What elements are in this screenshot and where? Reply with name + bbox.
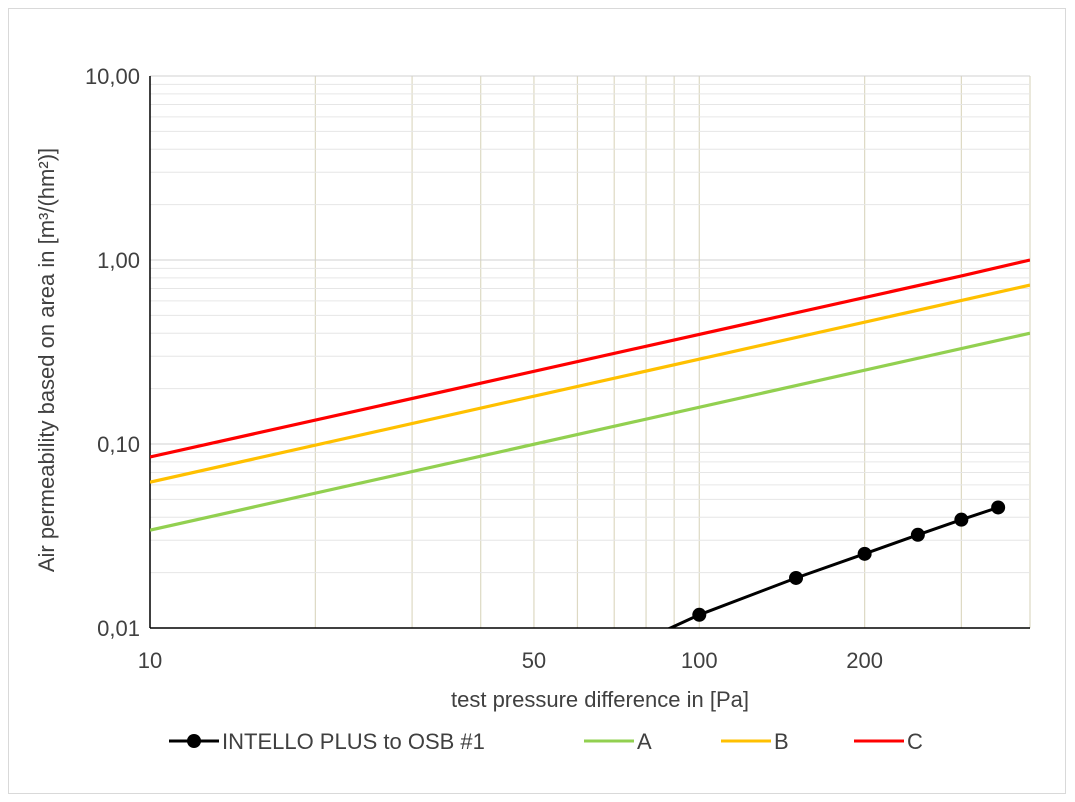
x-tick-label: 100 <box>681 648 718 673</box>
data-point-intello-plus-to-osb-1 <box>692 607 707 622</box>
data-point-intello-plus-to-osb-1 <box>857 546 872 561</box>
y-tick-label: 10,00 <box>85 64 140 89</box>
data-point-intello-plus-to-osb-1 <box>954 512 969 527</box>
legend-label-intello-plus-to-osb-1: INTELLO PLUS to OSB #1 <box>222 729 485 754</box>
series-line-a <box>150 331 1030 532</box>
x-tick-label: 10 <box>138 648 162 673</box>
series-line-b <box>150 283 1030 484</box>
y-tick-label: 0,01 <box>97 616 140 641</box>
chart-frame: 10 50 100 200 10,00 1,00 0,10 0,01 test pressur… <box>8 8 1066 794</box>
data-point-intello-plus-to-osb-1 <box>910 527 925 542</box>
grid <box>150 75 1031 628</box>
chart-svg: 10 50 100 200 10,00 1,00 0,10 0,01 test pressur… <box>34 64 1031 754</box>
x-axis-title: test pressure difference in [Pa] <box>451 687 749 712</box>
series-line-intello-plus-to-osb-1 <box>668 506 999 628</box>
legend-label-a: A <box>637 729 652 754</box>
series-line-c <box>150 258 1030 459</box>
axes <box>149 76 1030 629</box>
y-axis-title: Air permeability based on area in [m³/(h… <box>34 148 59 572</box>
y-tick-label: 1,00 <box>97 248 140 273</box>
tick-labels: 10 50 100 200 10,00 1,00 0,10 0,01 <box>85 64 883 673</box>
legend-label-b: B <box>774 729 789 754</box>
data-point-intello-plus-to-osb-1 <box>789 570 804 585</box>
legend-label-c: C <box>907 729 923 754</box>
data-point-intello-plus-to-osb-1 <box>991 500 1006 515</box>
y-tick-label: 0,10 <box>97 432 140 457</box>
legend-marker-intello-plus-to-osb-1 <box>187 734 201 748</box>
x-tick-label: 50 <box>522 648 546 673</box>
legend: INTELLO PLUS to OSB #1 A B C <box>169 729 923 754</box>
series-layer <box>150 258 1030 628</box>
x-tick-label: 200 <box>846 648 883 673</box>
